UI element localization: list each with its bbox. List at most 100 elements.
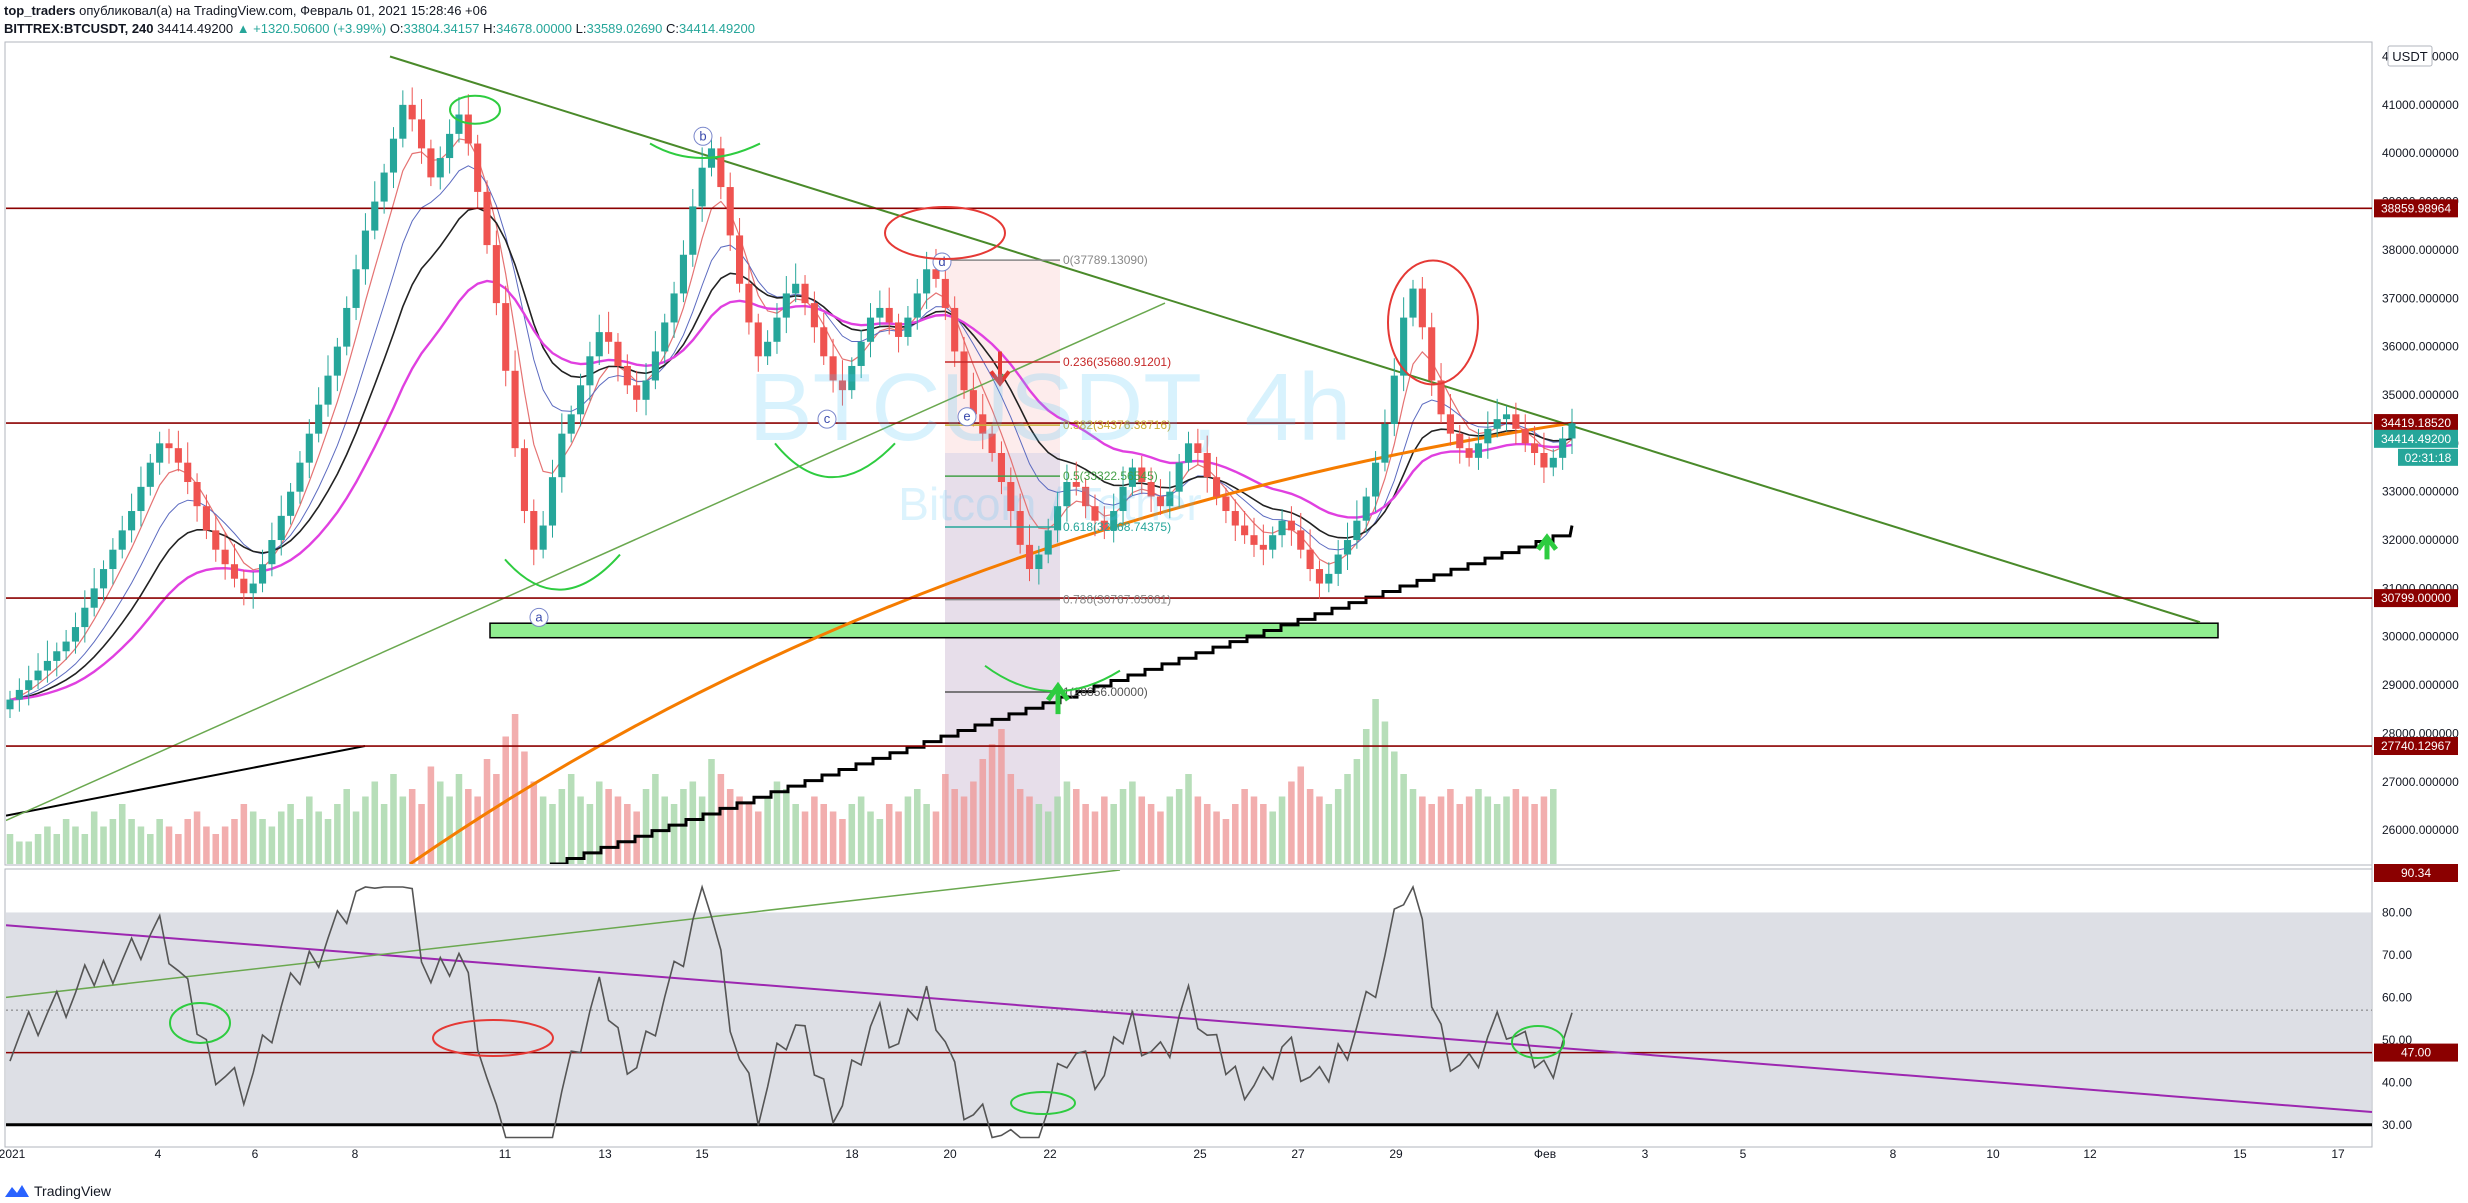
volume-bar: [1044, 811, 1052, 864]
volume-bar: [1437, 796, 1445, 864]
candle-body: [193, 482, 201, 507]
ma-magenta-line: [9, 279, 1573, 701]
wave-label: d: [938, 254, 945, 269]
fib-level-label: 0(37789.13090): [1063, 253, 1148, 267]
volume-bar: [1250, 796, 1258, 864]
highlight-arc: [774, 442, 896, 478]
currency-badge[interactable]: USDT: [2387, 45, 2433, 67]
price-tick-label: 27000.000000: [2382, 775, 2459, 789]
candle-body: [885, 307, 893, 323]
candle-body: [1521, 428, 1529, 444]
volume-bar: [586, 804, 594, 864]
volume-bar: [904, 796, 912, 864]
volume-bar: [1119, 789, 1127, 864]
volume-bar: [605, 789, 612, 864]
time-tick-label: 5: [1740, 1147, 1747, 1161]
author-name[interactable]: top_traders: [4, 3, 76, 18]
price-tick-label: 40000.000000: [2382, 146, 2459, 160]
volume-bar: [1540, 796, 1548, 864]
wave-label-marker: [817, 409, 837, 429]
volume-bar: [801, 811, 809, 864]
volume-bar: [1344, 774, 1351, 864]
volume-bar: [324, 819, 332, 864]
candle-body: [137, 486, 145, 512]
candle-body: [1203, 453, 1211, 478]
volume-bar: [577, 796, 584, 864]
candle-body: [548, 477, 557, 526]
candle-body: [979, 414, 987, 434]
candle-body: [230, 564, 239, 579]
candle-body: [258, 564, 267, 584]
volume-bar: [427, 766, 435, 864]
volume-bar: [839, 819, 846, 864]
time-tick-label: Фев: [1534, 1147, 1556, 1161]
symbol-label[interactable]: BITTREX:BTCUSDT, 240: [4, 21, 154, 36]
candle-body: [857, 341, 865, 366]
candle-body: [1418, 288, 1426, 328]
candle-body: [661, 322, 669, 352]
candle-body: [1446, 414, 1454, 434]
candle-body: [1063, 482, 1071, 507]
candle-body: [1147, 482, 1155, 497]
rsi-tick-label: 70.00: [2382, 948, 2412, 962]
candle-body: [1493, 419, 1501, 429]
time-tick-label: 3: [1642, 1147, 1649, 1161]
candle-body: [455, 114, 463, 134]
volume-bar: [698, 796, 706, 864]
volume-bar: [352, 811, 360, 864]
volume-bar: [895, 811, 902, 864]
volume-bar: [1016, 789, 1024, 864]
candle-body: [1437, 380, 1445, 415]
candle-body: [99, 569, 108, 589]
volume-bar: [390, 774, 397, 864]
candle-body: [782, 293, 790, 318]
candle-body: [240, 578, 248, 594]
candle-body: [287, 491, 295, 516]
ohlc-low: 33589.02690: [586, 21, 663, 36]
volume-bar: [343, 789, 350, 864]
brand-label[interactable]: TradingView: [34, 1183, 112, 1199]
volume-bar: [259, 819, 266, 864]
rsi-green-line: [6, 870, 1121, 999]
descending-trend-line: [389, 55, 2201, 624]
candle-body: [904, 317, 912, 337]
candle-body: [1222, 496, 1230, 512]
volume-bar: [1531, 804, 1538, 864]
candle-body: [25, 680, 33, 690]
volume-bar: [979, 759, 987, 864]
candle-body: [90, 588, 98, 608]
time-tick-label: 8: [1890, 1147, 1897, 1161]
candle-body: [838, 380, 846, 391]
volume-bar: [72, 826, 79, 864]
candle-body: [71, 627, 80, 642]
price-tick-label: 28000.000000: [2382, 726, 2459, 740]
candle-body: [1175, 462, 1183, 492]
volume-bar: [1447, 789, 1454, 864]
candle-body: [1287, 520, 1295, 531]
wave-label: e: [963, 409, 970, 424]
price-tick-label: 37000.000000: [2382, 291, 2459, 305]
currency-label: USDT: [2392, 49, 2427, 64]
highlight-arc: [984, 664, 1121, 693]
candle-body: [1082, 486, 1090, 507]
volume-bar: [1232, 804, 1239, 864]
candle-body: [474, 143, 482, 192]
price-tick-label: 32000.000000: [2382, 533, 2459, 547]
volume-bar: [1035, 804, 1043, 864]
volume-bar: [44, 826, 51, 864]
volume-bar: [1138, 796, 1146, 864]
rsi-tick-label: 30.00: [2382, 1118, 2412, 1132]
volume-bar: [530, 781, 538, 864]
price-chart[interactable]: 0(37789.13090) 0.236(35680.91201) 0.382(34…: [0, 0, 2468, 1170]
volume-bar: [876, 819, 884, 864]
volume-bar: [118, 804, 126, 864]
volume-bar: [380, 804, 388, 864]
arrow-up-icon: [1045, 681, 1071, 715]
ohlc-close: 34414.49200: [679, 21, 755, 36]
volume-bar: [614, 796, 622, 864]
volume-bar: [1409, 789, 1417, 864]
candle-body: [1428, 327, 1436, 381]
volume-bar: [137, 826, 145, 864]
volume-bar: [1026, 796, 1033, 864]
volume-bar: [1091, 811, 1099, 864]
